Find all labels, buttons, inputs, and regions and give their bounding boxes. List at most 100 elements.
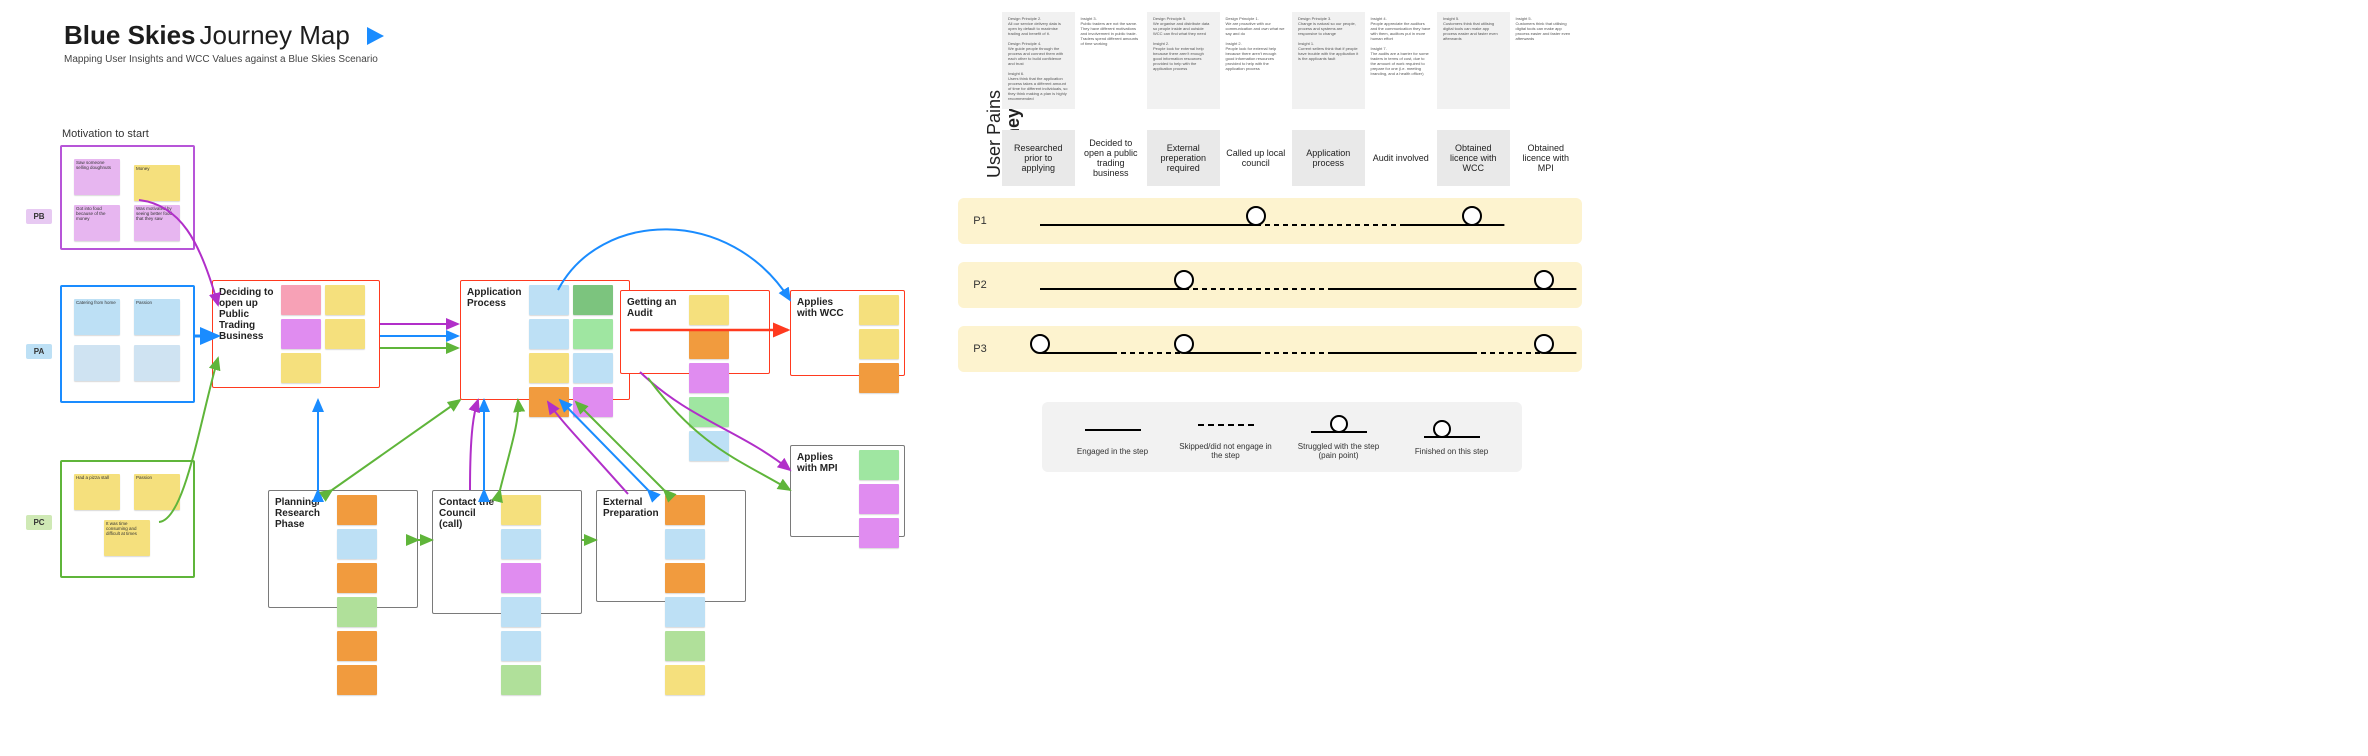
legend-item: Struggled with the step (pain point)	[1289, 414, 1389, 460]
user-pains-panel: User Pains Journey Map Design Principle …	[950, 0, 1590, 756]
sticky-note	[325, 319, 365, 349]
sticky-note	[689, 397, 729, 427]
sticky-note	[529, 353, 569, 383]
process-title: Contact the Council (call)	[437, 495, 497, 695]
legend-item: Finished on this step	[1402, 419, 1502, 456]
sticky-note	[665, 597, 705, 627]
stage-label: Application process	[1292, 130, 1365, 186]
sticky-note	[501, 597, 541, 627]
process-box-decide: Deciding to open up Public Trading Busin…	[212, 280, 380, 388]
sticky-note	[337, 495, 377, 525]
process-title: Getting an Audit	[625, 295, 685, 461]
subtitle: Mapping User Insights and WCC Values aga…	[64, 54, 378, 65]
sticky-note	[689, 363, 729, 393]
sticky-note: Catering from home	[74, 299, 120, 335]
stage-notes: Insight 5. Customers think that utilisin…	[1510, 12, 1583, 109]
stage-label: Obtained licence with MPI	[1510, 130, 1583, 186]
stage-label: Called up local council	[1220, 130, 1293, 186]
process-title: Deciding to open up Public Trading Busin…	[217, 285, 277, 383]
sticky-note: Was motivated by seeing better food that…	[134, 205, 180, 241]
title-row: Blue SkiesJourney Map	[64, 20, 386, 51]
motivation-label: Motivation to start	[62, 128, 149, 140]
stage-notes: Design Principle 3. Change is natural so…	[1292, 12, 1365, 109]
sticky-note	[501, 529, 541, 559]
legend: Engaged in the step Skipped/did not engag…	[1042, 402, 1522, 472]
process-box-contact: Contact the Council (call)	[432, 490, 582, 614]
sticky-note	[501, 631, 541, 661]
process-title: External Preparation	[601, 495, 661, 695]
sticky-note	[281, 353, 321, 383]
stage-label: Audit involved	[1365, 130, 1438, 186]
process-title: Planning/ Research Phase	[273, 495, 333, 695]
participant-row-p3: P3	[958, 326, 1582, 372]
sticky-note	[337, 529, 377, 559]
stage-label: External preperation required	[1147, 130, 1220, 186]
sticky-note	[281, 319, 321, 349]
motivation-group: Had a pizza stall Passion It was time cons…	[60, 460, 195, 578]
sticky-note	[573, 387, 613, 417]
sticky-note: Passion	[134, 474, 180, 510]
sticky-note	[325, 285, 365, 315]
sticky-note	[529, 319, 569, 349]
sticky-note: Had a pizza stall	[74, 474, 120, 510]
sticky-note	[337, 597, 377, 627]
sticky-note	[665, 529, 705, 559]
stage-label: Obtained licence with WCC	[1437, 130, 1510, 186]
stage-notes: Design Principle 2. All our service deli…	[1002, 12, 1075, 109]
sticky-note	[337, 665, 377, 695]
persona-tag-pa: PA	[26, 344, 52, 359]
sticky-note	[529, 387, 569, 417]
sticky-note	[665, 631, 705, 661]
sticky-note	[859, 363, 899, 393]
sticky-note	[859, 484, 899, 514]
stages-header: Design Principle 2. All our service deli…	[1002, 12, 1582, 109]
sticky-note	[665, 665, 705, 695]
stage-notes: Insight 4. People appreciate the auditor…	[1365, 12, 1438, 109]
motivation-group: Saw someone selling doughnutsMoneyGot in…	[60, 145, 195, 250]
sticky-note	[281, 285, 321, 315]
sticky-note	[74, 345, 120, 381]
sticky-note	[573, 319, 613, 349]
sticky-note	[665, 563, 705, 593]
stage-notes: Design Principle 5. We organise and dist…	[1147, 12, 1220, 109]
participant-label: P3	[958, 343, 1002, 355]
sticky-note	[689, 329, 729, 359]
participant-label: P2	[958, 279, 1002, 291]
process-box-mpi: Applies with MPI	[790, 445, 905, 537]
sticky-note	[337, 631, 377, 661]
title-bold: Blue SkiesJourney Map	[64, 20, 350, 51]
stage-label: Researched prior to applying	[1002, 130, 1075, 186]
motivation-group: Catering from home Passion	[60, 285, 195, 403]
blue-skies-panel: Blue SkiesJourney Map Mapping User Insig…	[0, 0, 950, 756]
persona-tag-pc: PC	[26, 515, 52, 530]
participant-row-p2: P2	[958, 262, 1582, 308]
sticky-note	[134, 345, 180, 381]
process-box-extprep: External Preparation	[596, 490, 746, 602]
sticky-note	[573, 285, 613, 315]
play-icon	[364, 25, 386, 47]
sticky-note	[501, 665, 541, 695]
persona-tag-pb: PB	[26, 209, 52, 224]
legend-item: Engaged in the step	[1063, 419, 1163, 456]
stage-notes: Insight 3. Public traders are not the sa…	[1075, 12, 1148, 109]
sticky-note: It was time consuming and difficult at t…	[104, 520, 150, 556]
sticky-note	[573, 353, 613, 383]
process-box-plan: Planning/ Research Phase	[268, 490, 418, 608]
stage-notes: Insight 5. Customers think that utilisin…	[1437, 12, 1510, 109]
sticky-note	[337, 563, 377, 593]
sticky-note	[859, 518, 899, 548]
process-box-app: Application Process	[460, 280, 630, 400]
sticky-note	[859, 329, 899, 359]
participant-label: P1	[958, 215, 1002, 227]
legend-item: Skipped/did not engage in the step	[1176, 414, 1276, 460]
sticky-note: Got into food because of the money	[74, 205, 120, 241]
process-title: Applies with MPI	[795, 450, 855, 548]
process-title: Applies with WCC	[795, 295, 855, 393]
stages-row: Researched prior to applyingDecided to o…	[1002, 130, 1582, 186]
sticky-note: Saw someone selling doughnuts	[74, 159, 120, 195]
process-box-wcc: Applies with WCC	[790, 290, 905, 376]
sticky-note	[859, 450, 899, 480]
process-title: Application Process	[465, 285, 525, 417]
sticky-note: Passion	[134, 299, 180, 335]
sticky-note	[529, 285, 569, 315]
